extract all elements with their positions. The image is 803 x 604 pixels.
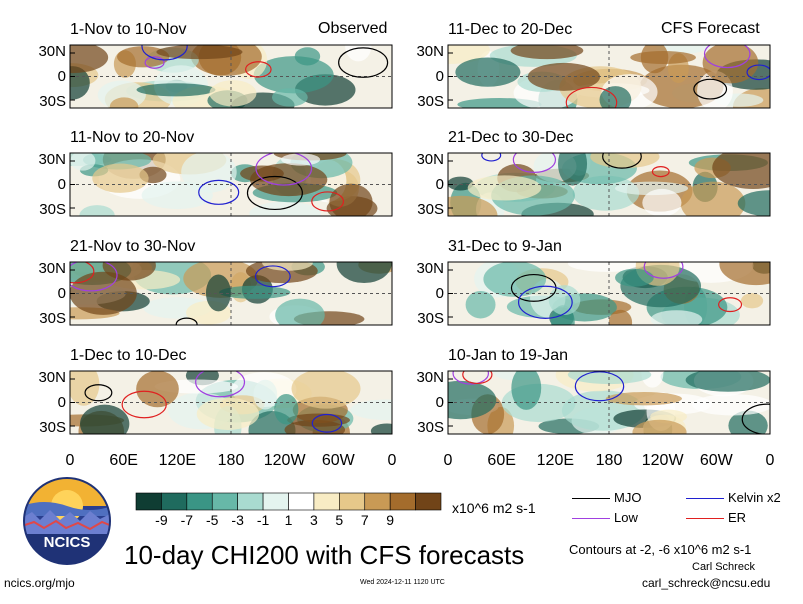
colorbar-swatch — [364, 492, 391, 511]
x-tick-label: 0 — [443, 452, 453, 469]
email: carl_schreck@ncsu.edu — [642, 576, 771, 590]
y-tick-label: 0 — [435, 176, 444, 193]
observed-label: Observed — [318, 20, 388, 37]
y-tick-label: 30S — [39, 93, 66, 110]
y-tick-label: 30N — [416, 43, 444, 60]
x-tick-label: 0 — [65, 452, 75, 469]
y-tick-label: 0 — [57, 394, 66, 411]
y-tick-label: 30N — [416, 151, 444, 168]
forecast-label: CFS Forecast — [661, 20, 760, 37]
author: Carl Schreck — [692, 561, 755, 573]
colorbar-swatch — [415, 492, 442, 511]
y-tick-label: 0 — [57, 68, 66, 85]
contour-note: Contours at -2, -6 x10^6 m2 s-1 — [569, 542, 752, 557]
panel-title: 10-Jan to 19-Jan — [448, 347, 569, 364]
colorbar-swatch — [161, 492, 188, 511]
legend-label: Low — [614, 510, 638, 525]
colorbar-tick-label: 7 — [360, 512, 369, 528]
chart-title: 10-day CHI200 with CFS forecasts — [124, 540, 525, 570]
x-tick-label: 60W — [699, 452, 733, 469]
colorbar-swatch — [186, 492, 213, 511]
legend-line — [572, 498, 610, 499]
colorbar-tick-label: -9 — [155, 512, 168, 528]
y-tick-label: 0 — [435, 68, 444, 85]
panel-title: 21-Nov to 30-Nov — [70, 238, 196, 255]
colorbar-tick-label: -5 — [206, 512, 219, 528]
x-tick-label: 120W — [641, 452, 684, 469]
y-tick-label: 30N — [38, 43, 66, 60]
y-tick-label: 30S — [39, 419, 66, 436]
y-tick-label: 0 — [57, 176, 66, 193]
map-panel — [447, 370, 771, 435]
colorbar-swatch — [211, 492, 238, 511]
x-tick-label: 120E — [536, 452, 575, 469]
colorbar-tick-label: 3 — [310, 512, 318, 528]
site-url: ncics.org/mjo — [4, 576, 75, 590]
legend-label: MJO — [614, 490, 642, 505]
y-tick-label: 30N — [38, 369, 66, 386]
x-tick-label: 0 — [387, 452, 397, 469]
x-tick-label: 120E — [158, 452, 197, 469]
colorbar-swatch — [262, 492, 289, 511]
panel-title: 31-Dec to 9-Jan — [448, 238, 562, 255]
y-tick-label: 30S — [417, 310, 444, 327]
colorbar-swatch — [135, 492, 162, 511]
map-panel — [447, 44, 771, 109]
y-tick-label: 30N — [416, 369, 444, 386]
colorbar-tick-label: 5 — [335, 512, 344, 528]
legend-line — [686, 498, 724, 499]
y-tick-label: 30S — [417, 201, 444, 218]
colorbar-tick-label: -1 — [256, 512, 270, 528]
map-panel — [447, 152, 771, 217]
y-tick-label: 30N — [38, 260, 66, 277]
x-tick-label: 180 — [595, 452, 623, 469]
timestamp: Wed 2024-12-11 1120 UTC — [360, 579, 445, 586]
legend-line — [572, 518, 610, 519]
x-tick-label: 0 — [765, 452, 775, 469]
legend-line — [686, 518, 724, 519]
colorbar-tick-label: 9 — [386, 512, 395, 528]
colorbar-tick-label: -7 — [180, 512, 194, 528]
y-tick-label: 0 — [57, 285, 66, 302]
y-tick-label: 30S — [39, 201, 66, 218]
colorbar-units: x10^6 m2 s-1 — [452, 500, 536, 516]
map-panel — [69, 370, 393, 435]
colorbar-swatch — [389, 492, 416, 511]
y-tick-label: 30N — [38, 151, 66, 168]
y-tick-label: 30S — [39, 310, 66, 327]
logo-text: NCICS — [44, 534, 91, 551]
y-tick-label: 30S — [417, 419, 444, 436]
colorbar-swatch — [288, 492, 315, 511]
colorbar-tick-label: -3 — [231, 512, 244, 528]
colorbar-swatch — [237, 492, 264, 511]
y-tick-label: 0 — [435, 394, 444, 411]
colorbar-swatch — [313, 492, 340, 511]
colorbar-swatch — [339, 492, 366, 511]
legend-label: ER — [728, 510, 747, 525]
map-panel — [69, 44, 393, 109]
panel-title: 11-Dec to 20-Dec — [448, 21, 573, 38]
colorbar-tick-label: 1 — [284, 512, 293, 528]
panel-title: 11-Nov to 20-Nov — [70, 129, 195, 146]
x-tick-label: 60E — [109, 452, 138, 469]
panel-title: 1-Dec to 10-Dec — [70, 347, 187, 364]
map-panel — [69, 152, 393, 217]
x-tick-label: 120W — [263, 452, 306, 469]
x-tick-label: 60W — [321, 452, 355, 469]
panel-title: 21-Dec to 30-Dec — [448, 129, 574, 146]
y-tick-label: 30S — [417, 93, 444, 110]
legend-label: Kelvin x2 — [728, 490, 781, 505]
map-panel — [447, 261, 771, 326]
y-tick-label: 0 — [435, 285, 444, 302]
x-tick-label: 60E — [487, 452, 516, 469]
panel-title: 1-Nov to 10-Nov — [70, 21, 187, 38]
ncics-logo: NCICS — [23, 477, 111, 565]
map-panel — [69, 261, 393, 326]
y-tick-label: 30N — [416, 260, 444, 277]
x-tick-label: 180 — [217, 452, 245, 469]
